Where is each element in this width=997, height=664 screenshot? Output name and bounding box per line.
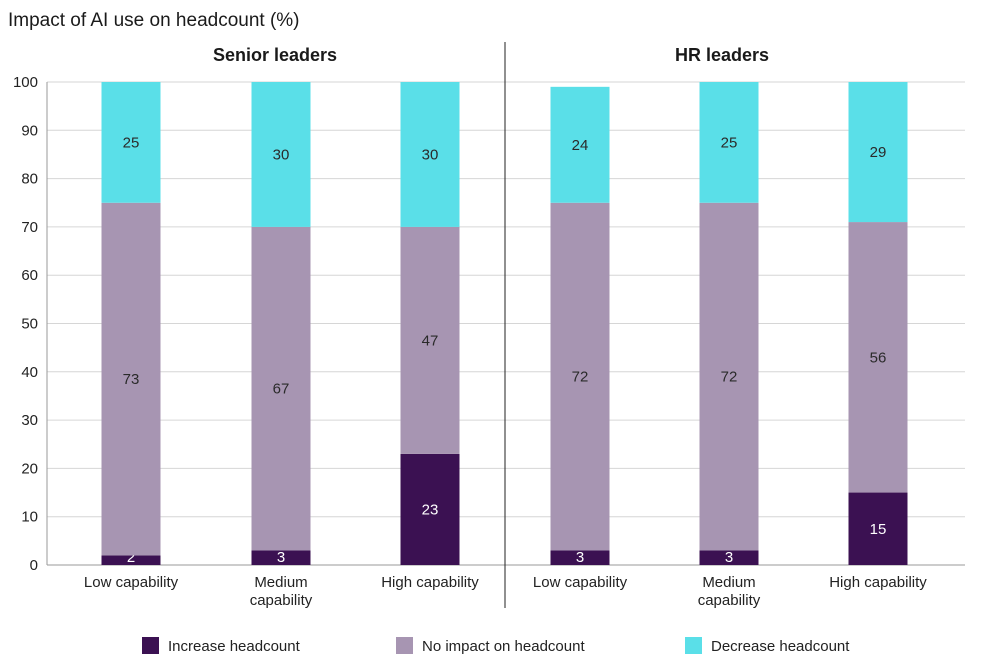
- bar-segment: [848, 222, 908, 493]
- bar-segment: [400, 453, 460, 565]
- legend-label: Decrease headcount: [711, 638, 850, 655]
- gridlines: [47, 81, 965, 566]
- bar-segment: [400, 82, 460, 227]
- data-label: 25: [721, 134, 738, 151]
- bar-segment: [550, 550, 610, 565]
- y-tick-label: 10: [21, 509, 38, 526]
- data-label: 72: [721, 369, 738, 386]
- legend-swatch: [685, 637, 702, 654]
- data-label: 3: [725, 549, 733, 566]
- x-tick-label: capability: [698, 592, 761, 609]
- y-tick-label: 30: [21, 412, 38, 429]
- y-tick-label: 0: [30, 557, 38, 574]
- data-label: 25: [123, 134, 140, 151]
- data-label: 73: [123, 371, 140, 388]
- x-tick-label: capability: [250, 592, 313, 609]
- bar-segment: [251, 226, 311, 551]
- bars: 2 73 25 3 67 30 23 47 30 3 72 24 3 72 25 15 56 29: [101, 82, 908, 566]
- bar-segment: [101, 82, 161, 203]
- legend-label: No impact on headcount: [422, 638, 585, 655]
- x-tick-label: Low capability: [533, 574, 628, 591]
- y-tick-label: 100: [13, 74, 38, 91]
- bar-segment: [699, 202, 759, 551]
- y-tick-label: 20: [21, 460, 38, 477]
- bar-segment: [550, 202, 610, 551]
- y-tick-label: 50: [21, 316, 38, 333]
- y-tick-label: 70: [21, 219, 38, 236]
- x-tick-label: Medium: [702, 574, 755, 591]
- bar-segment: [699, 550, 759, 565]
- data-label: 30: [273, 146, 290, 163]
- data-label: 47: [422, 332, 439, 349]
- data-label: 15: [870, 521, 887, 538]
- bar-segment: [699, 82, 759, 203]
- data-label: 23: [422, 501, 439, 518]
- bar-segment: [251, 550, 311, 565]
- chart-title: Impact of AI use on headcount (%): [8, 10, 300, 31]
- bar-segment: [101, 202, 161, 556]
- bar-segment: [848, 82, 908, 223]
- y-tick-label: 90: [21, 122, 38, 139]
- panel-title: HR leaders: [675, 45, 769, 65]
- bar-segment: [848, 492, 908, 565]
- panel-title: Senior leaders: [213, 45, 337, 65]
- data-label: 30: [422, 146, 439, 163]
- y-axis: 0 10 20 30 40 50 60 70 80 90 100: [13, 74, 48, 574]
- y-tick-label: 60: [21, 267, 38, 284]
- x-tick-label: Medium: [254, 574, 307, 591]
- data-label: 2: [127, 549, 135, 566]
- x-tick-label: High capability: [381, 574, 479, 591]
- bar-segment: [251, 82, 311, 227]
- panel-titles: Senior leaders HR leaders: [213, 42, 769, 608]
- y-tick-label: 40: [21, 364, 38, 381]
- bar-segment: [550, 86, 610, 203]
- data-label: 29: [870, 144, 887, 161]
- data-label: 24: [572, 137, 589, 154]
- data-label: 67: [273, 381, 290, 398]
- data-label: 56: [870, 349, 887, 366]
- data-label: 3: [277, 549, 285, 566]
- x-tick-label: Low capability: [84, 574, 179, 591]
- data-label: 72: [572, 369, 589, 386]
- legend-swatch: [396, 637, 413, 654]
- legend: Increase headcount No impact on headcount…: [142, 637, 850, 655]
- y-tick-label: 80: [21, 171, 38, 188]
- bar-segment: [101, 555, 161, 565]
- data-label: 3: [576, 549, 584, 566]
- bar-segment: [400, 226, 460, 454]
- legend-label: Increase headcount: [168, 638, 301, 655]
- x-tick-label: High capability: [829, 574, 927, 591]
- legend-swatch: [142, 637, 159, 654]
